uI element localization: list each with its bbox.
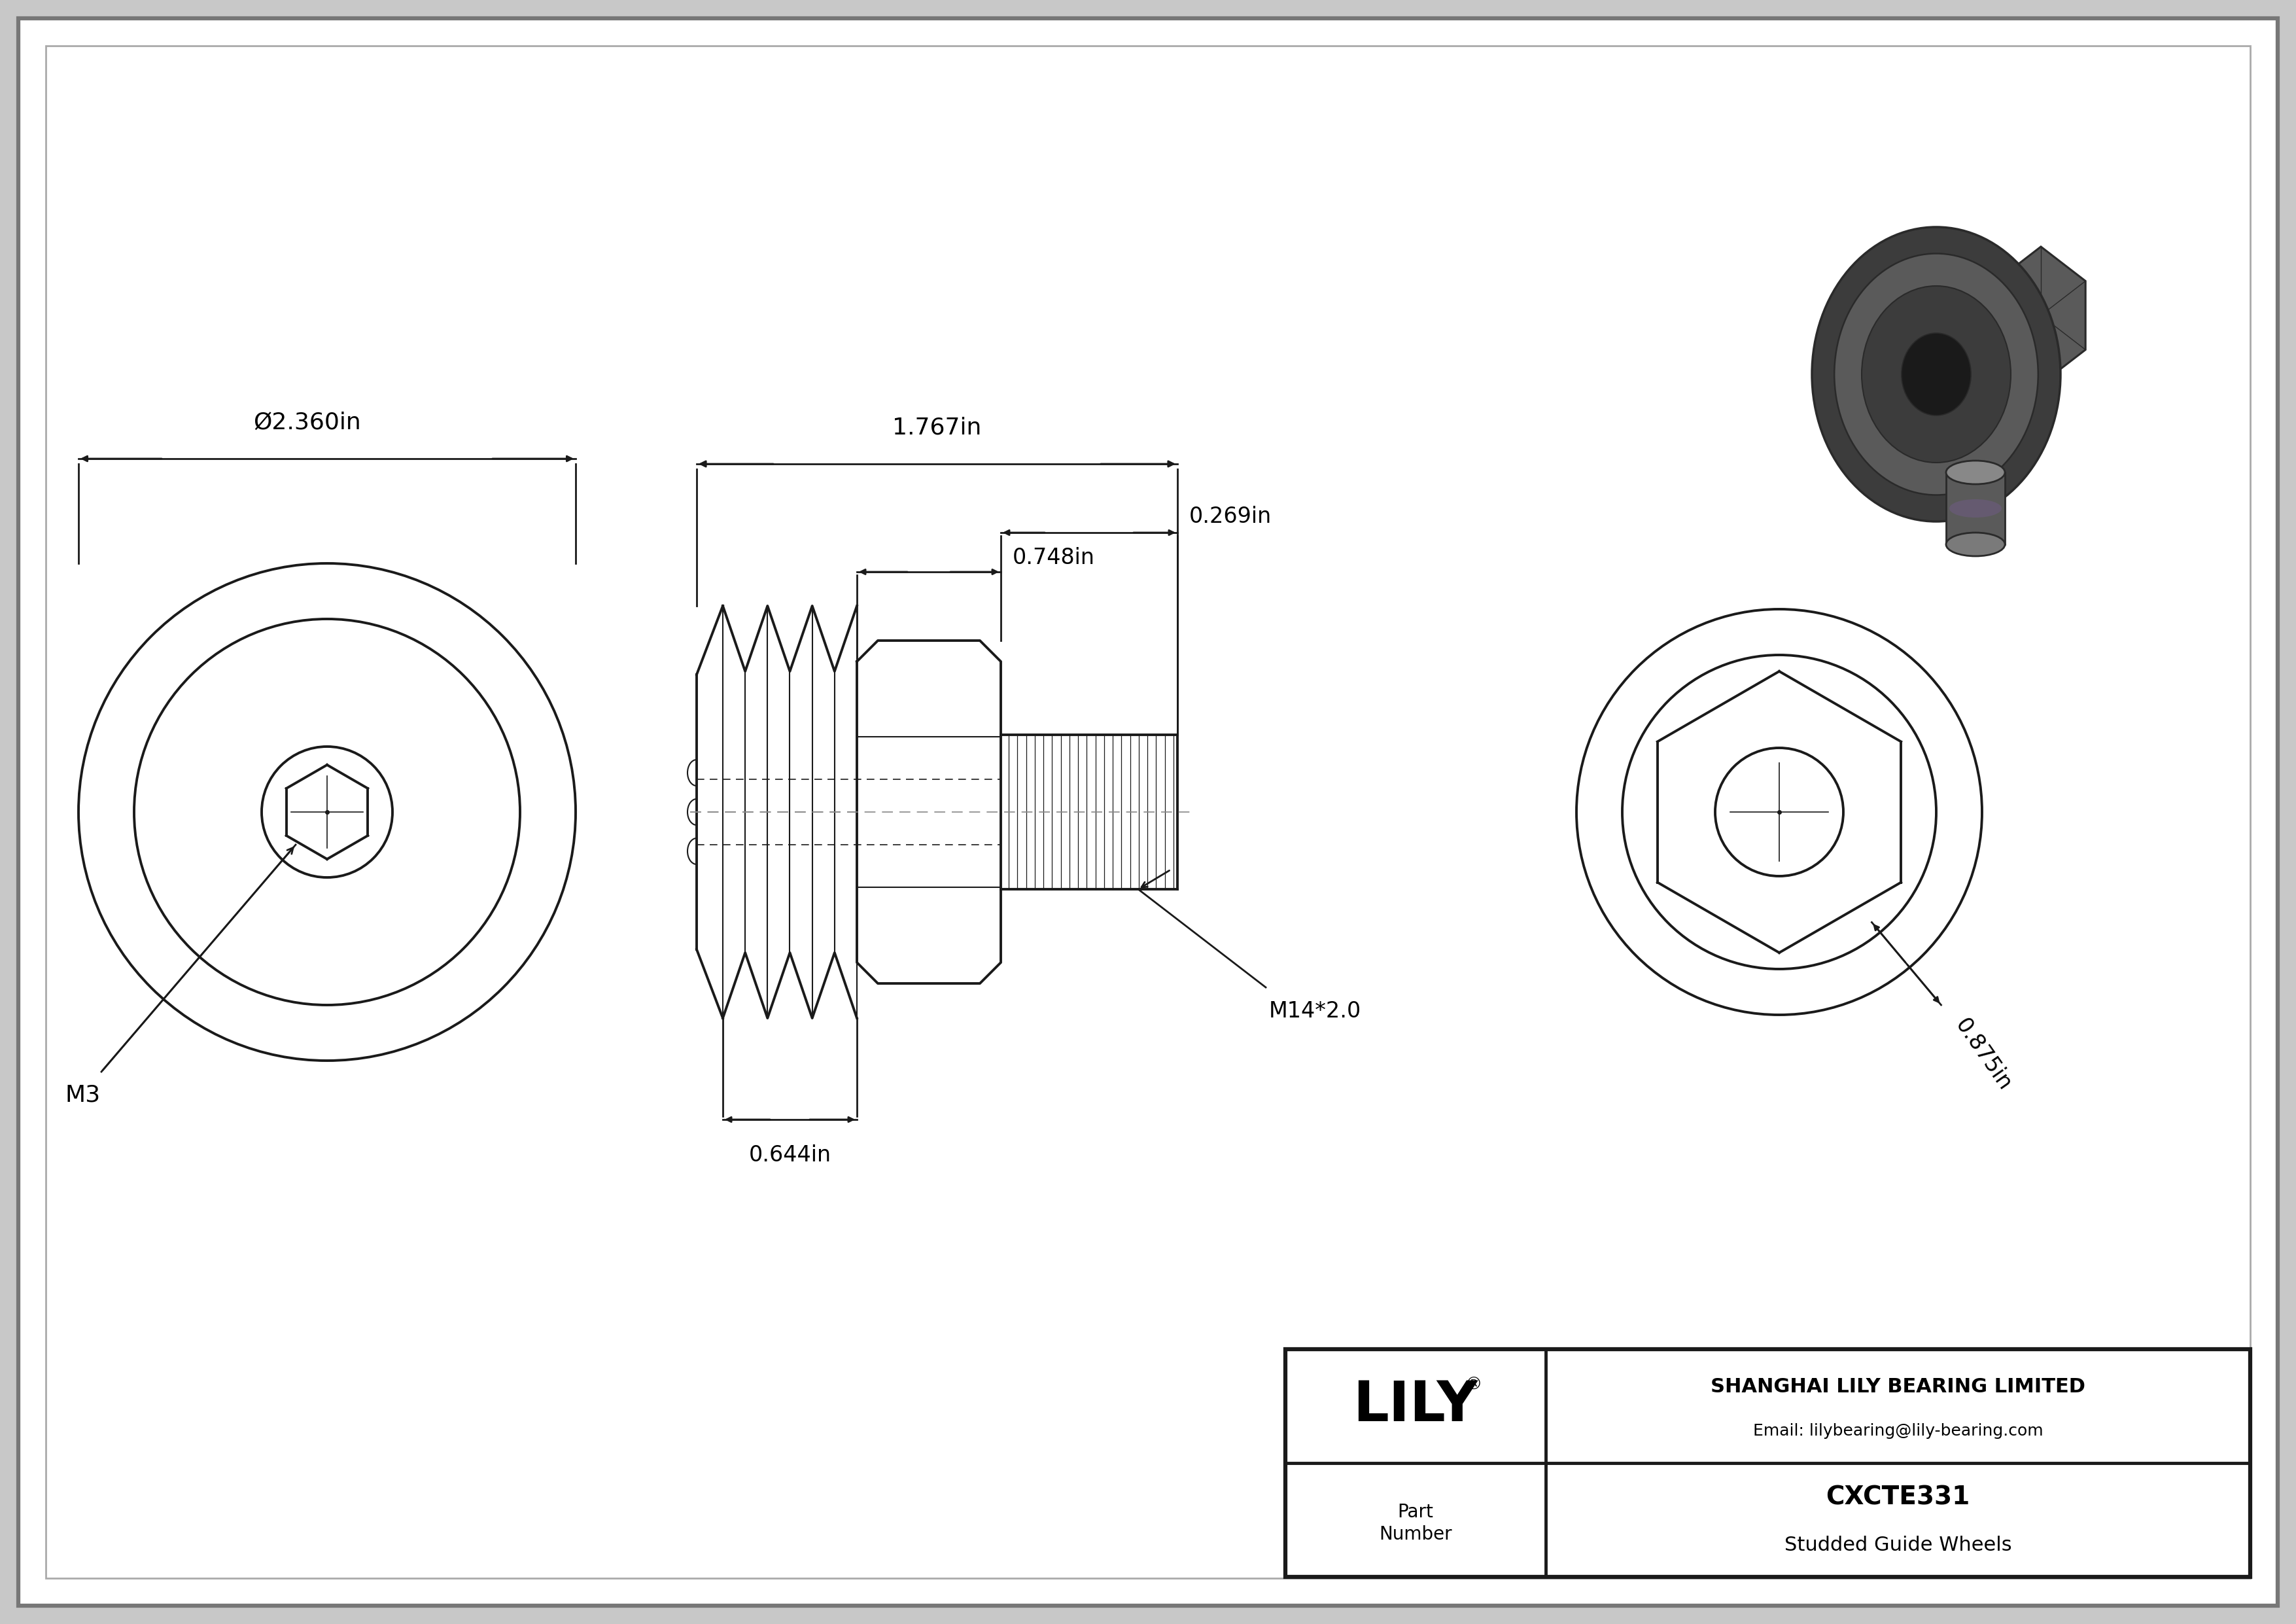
- Text: SHANGHAI LILY BEARING LIMITED: SHANGHAI LILY BEARING LIMITED: [1711, 1377, 2085, 1397]
- Text: 0.875in: 0.875in: [1952, 1015, 2016, 1095]
- Text: 0.748in: 0.748in: [1013, 547, 1095, 568]
- Ellipse shape: [1947, 461, 2004, 484]
- Text: CXCTE331: CXCTE331: [1825, 1484, 1970, 1510]
- Text: M3: M3: [64, 1083, 101, 1106]
- Ellipse shape: [1835, 253, 2039, 495]
- Text: Email: lilybearing@lily-bearing.com: Email: lilybearing@lily-bearing.com: [1752, 1423, 2043, 1439]
- Ellipse shape: [1949, 499, 2002, 518]
- Text: 0.644in: 0.644in: [748, 1145, 831, 1166]
- Text: LILY: LILY: [1352, 1379, 1479, 1434]
- Text: 1.767in: 1.767in: [893, 417, 983, 438]
- Text: Part: Part: [1398, 1502, 1433, 1522]
- Ellipse shape: [1947, 533, 2004, 555]
- Text: 0.269in: 0.269in: [1189, 505, 1272, 528]
- Ellipse shape: [1862, 286, 2011, 463]
- Text: Ø2.360in: Ø2.360in: [253, 411, 360, 434]
- Text: Number: Number: [1380, 1525, 1451, 1543]
- Bar: [1286, 1350, 2250, 1577]
- Ellipse shape: [1812, 227, 2060, 521]
- Text: ®: ®: [1465, 1377, 1481, 1393]
- Ellipse shape: [1901, 333, 1970, 416]
- Polygon shape: [1995, 247, 2085, 385]
- Text: Studded Guide Wheels: Studded Guide Wheels: [1784, 1536, 2011, 1554]
- Text: M14*2.0: M14*2.0: [1270, 1000, 1362, 1021]
- Bar: [1947, 473, 2004, 544]
